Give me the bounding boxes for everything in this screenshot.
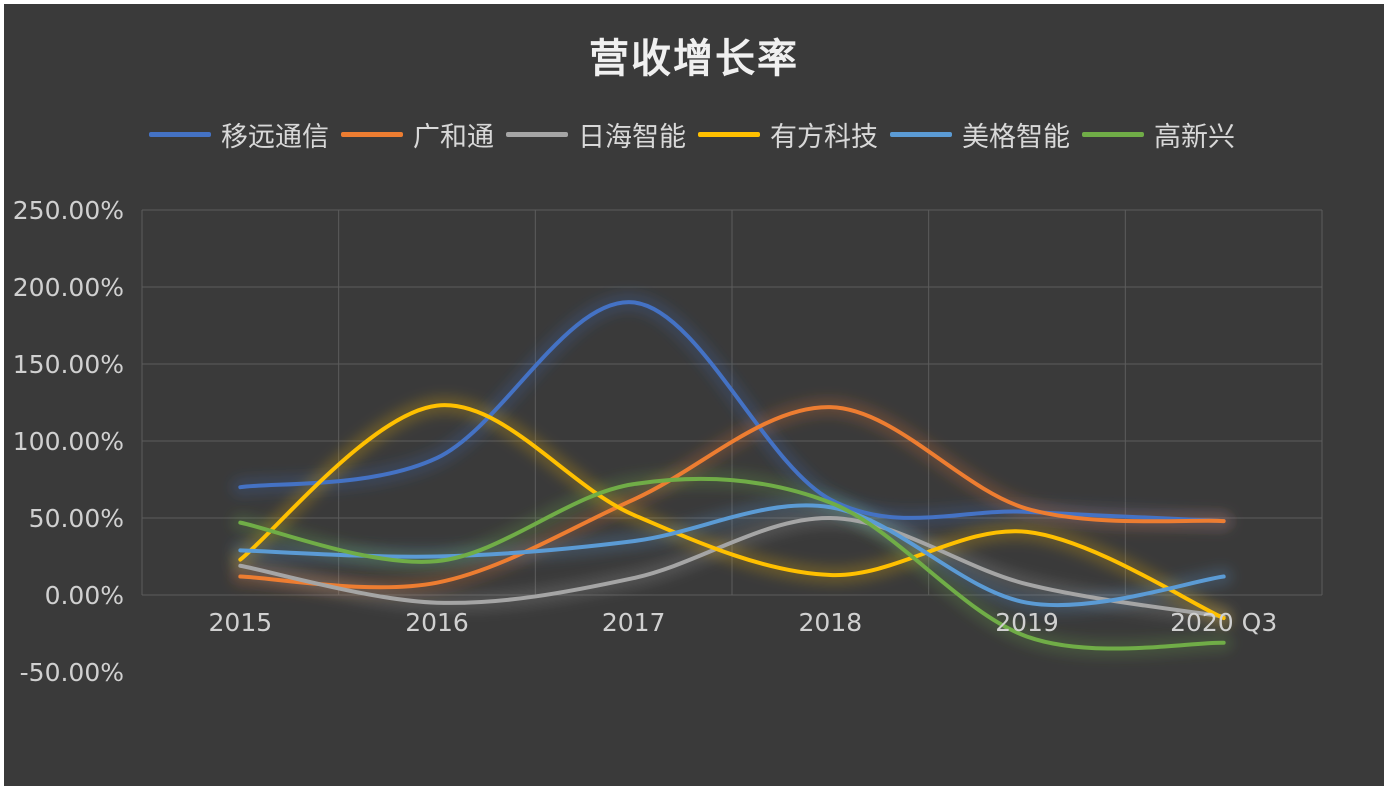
legend-item-2: 日海智能 — [506, 115, 686, 154]
series-lines — [238, 300, 1226, 651]
series-line-5 — [238, 476, 1226, 651]
x-tick-label-0: 2015 — [209, 608, 273, 637]
legend-swatch-2 — [506, 131, 568, 137]
x-tick-label-1: 2016 — [405, 608, 469, 637]
y-tick-label-1: 200.00% — [13, 273, 124, 302]
series-line-3 — [238, 403, 1226, 621]
legend-item-3: 有方科技 — [698, 115, 878, 154]
x-tick-label-4: 2019 — [995, 608, 1059, 637]
legend-label-0: 移远通信 — [221, 121, 329, 153]
legend-swatch-0 — [149, 131, 211, 137]
legend-item-5: 高新兴 — [1082, 115, 1235, 154]
y-tick-label-6: -50.00% — [20, 658, 124, 687]
legend-item-1: 广和通 — [341, 115, 494, 154]
x-tick-label-2: 2017 — [602, 608, 666, 637]
legend-item-4: 美格智能 — [890, 115, 1070, 154]
legend-swatch-3 — [698, 131, 760, 137]
series-line-4 — [238, 503, 1226, 608]
legend-item-0: 移远通信 — [149, 115, 329, 154]
legend-label-5: 高新兴 — [1154, 121, 1235, 153]
series-line-1 — [238, 405, 1226, 590]
legend-swatch-1 — [341, 131, 403, 137]
x-axis-tick-labels: 2015 2016 2017 2018 2019 2020 Q3 — [209, 608, 1278, 637]
chart-title: 营收增长率 — [589, 36, 799, 82]
y-tick-label-0: 250.00% — [13, 196, 124, 225]
chart-frame: 营收增长率 移远通信 广和通 日海智能 有方科技 美格智能 高新兴 — [4, 4, 1384, 786]
legend-label-3: 有方科技 — [770, 121, 878, 153]
legend-swatch-5 — [1082, 131, 1144, 137]
y-tick-label-4: 50.00% — [29, 504, 124, 533]
legend-label-4: 美格智能 — [962, 121, 1070, 153]
y-tick-label-2: 150.00% — [13, 350, 124, 379]
y-axis-tick-labels: 250.00% 200.00% 150.00% 100.00% 50.00% 0.00% -… — [13, 196, 124, 687]
legend-label-2: 日海智能 — [578, 121, 686, 153]
series-line-2 — [238, 515, 1226, 619]
x-tick-label-3: 2018 — [799, 608, 863, 637]
x-tick-label-5: 2020 Q3 — [1170, 608, 1277, 637]
y-tick-label-3: 100.00% — [13, 427, 124, 456]
y-tick-label-5: 0.00% — [45, 581, 124, 610]
chart-legend: 移远通信 广和通 日海智能 有方科技 美格智能 高新兴 — [4, 114, 1384, 154]
legend-swatch-4 — [890, 131, 952, 137]
legend-label-1: 广和通 — [413, 121, 494, 153]
line-chart-plot: 250.00% 200.00% 150.00% 100.00% 50.00% 0.00% -… — [13, 196, 1323, 687]
